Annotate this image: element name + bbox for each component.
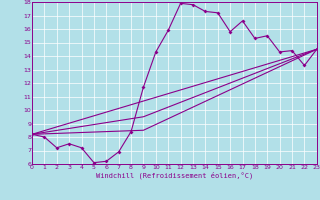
X-axis label: Windchill (Refroidissement éolien,°C): Windchill (Refroidissement éolien,°C) xyxy=(96,171,253,179)
